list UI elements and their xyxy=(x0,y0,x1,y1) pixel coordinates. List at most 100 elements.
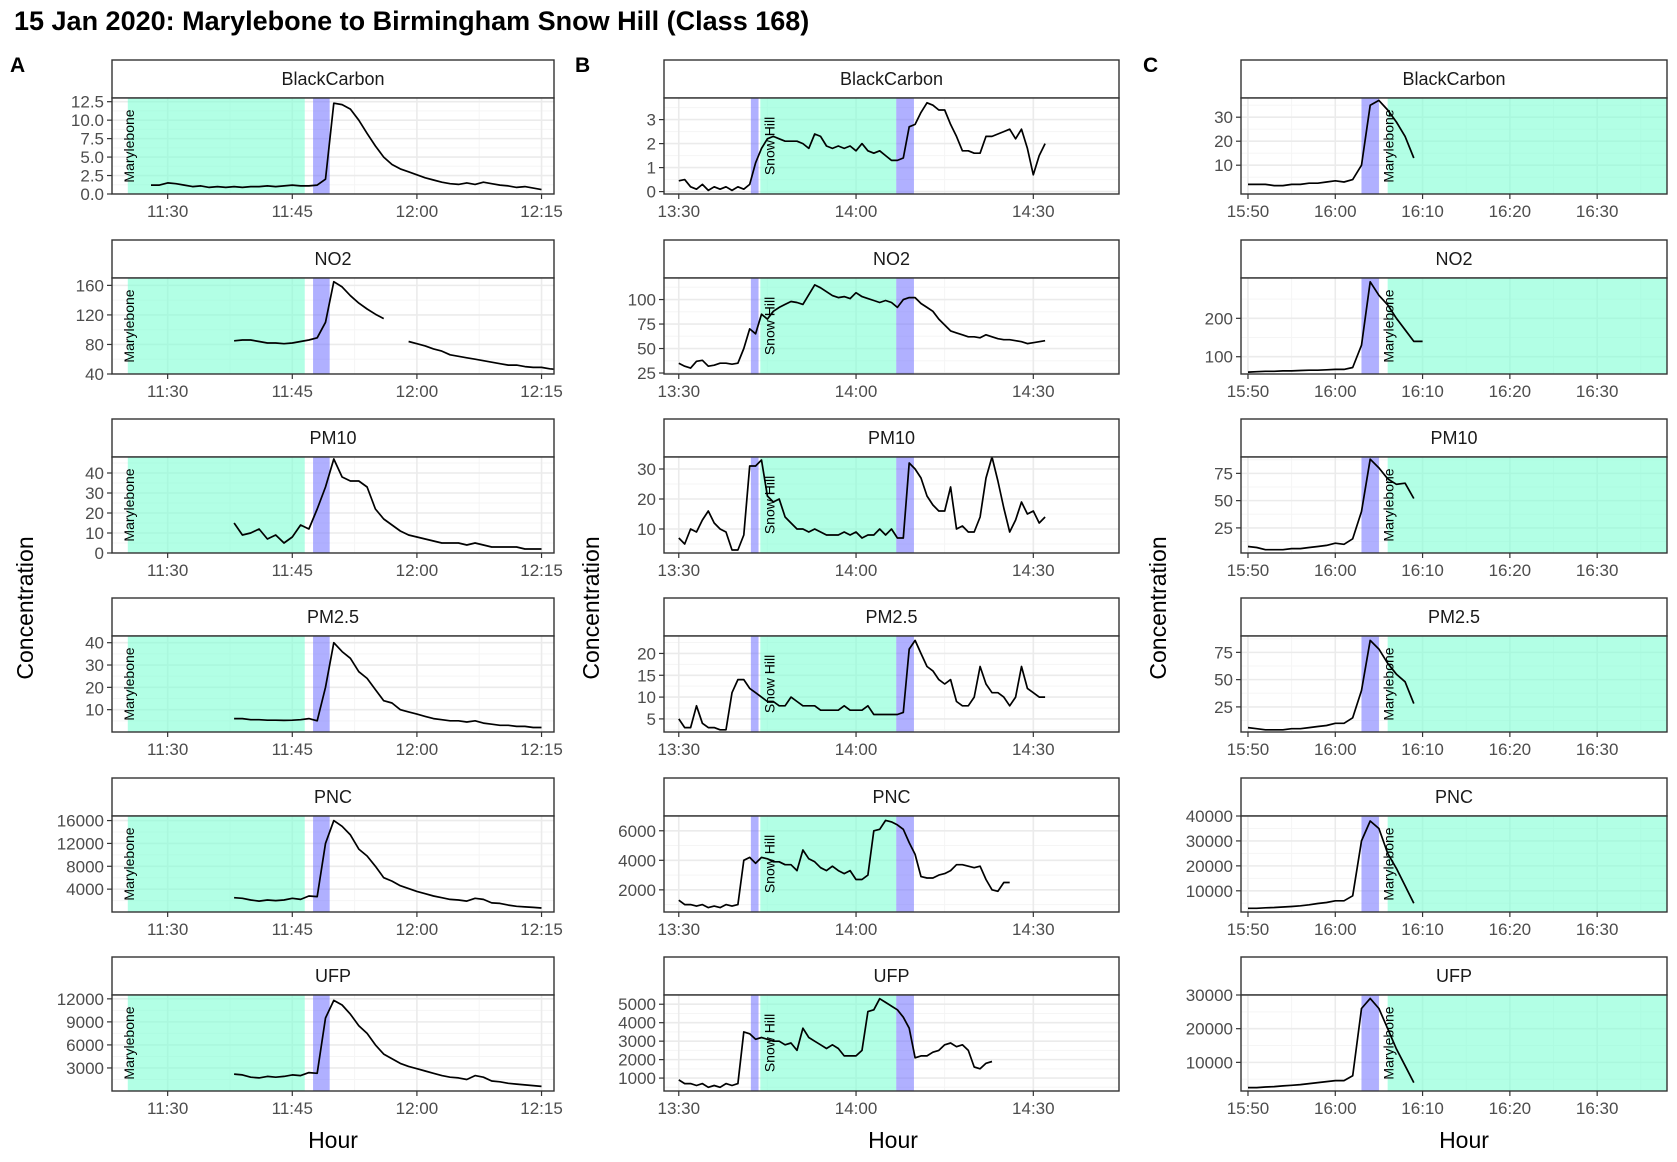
facet-strip xyxy=(663,777,1120,817)
panel-border xyxy=(663,97,1120,195)
station-label: Marylebone xyxy=(121,827,137,900)
x-tick-label: 16:30 xyxy=(1576,382,1619,401)
x-tick-label: 13:30 xyxy=(657,1099,700,1118)
facet-strip xyxy=(1240,597,1668,637)
facet-strip xyxy=(1240,777,1668,817)
panel-border xyxy=(111,97,555,195)
tunnel-band xyxy=(750,457,759,553)
facet-strip xyxy=(1240,59,1668,99)
y-tick-label: 100 xyxy=(628,291,656,310)
x-tick-label: 11:30 xyxy=(147,561,188,580)
station-band xyxy=(127,457,305,553)
x-tick-label: 12:15 xyxy=(520,920,563,939)
x-tick-label: 12:00 xyxy=(396,740,439,759)
y-tick-label: 1 xyxy=(647,159,656,178)
y-tick-label: 6000 xyxy=(66,1036,104,1055)
panel-content: Snow Hill xyxy=(664,278,1119,374)
x-tick-label: 11:45 xyxy=(272,740,313,759)
y-tick-label: 8000 xyxy=(66,857,104,876)
y-tick-label: 5.0 xyxy=(80,148,104,167)
facet-a-pm25: PM2.5 Marylebone 10 20 30 40 11:30 11:45 12:00 12… xyxy=(85,597,563,759)
y-tick-label: 10 xyxy=(637,520,656,539)
x-tick-label: 12:15 xyxy=(520,740,563,759)
x-tick-label: 12:15 xyxy=(520,1099,563,1118)
facet-a-no2: NO2 Marylebone 40 80 120 160 11:30 11:45 12:00 12… xyxy=(76,239,563,401)
data-line xyxy=(678,284,1046,369)
panel-label-c: C xyxy=(1143,54,1158,77)
panel-border xyxy=(663,277,1120,375)
data-line xyxy=(1247,280,1423,373)
y-tick-label: 12000 xyxy=(57,834,104,853)
data-line xyxy=(678,457,1046,551)
x-tick-label: 16:00 xyxy=(1314,202,1357,221)
facet-strip-label: UFP xyxy=(315,966,351,986)
station-band xyxy=(127,816,305,912)
panel-content: Snow Hill xyxy=(664,636,1119,732)
y-tick-label: 20 xyxy=(1214,132,1233,151)
y-tick-label: 20 xyxy=(85,678,104,697)
y-tick-label: 75 xyxy=(1214,643,1233,662)
y-tick-label: 2000 xyxy=(618,1051,656,1070)
panel-label-a: A xyxy=(10,54,25,77)
y-tick-label: 20000 xyxy=(1186,1020,1233,1039)
data-line xyxy=(1247,458,1415,551)
facet-c-blackcarbon: BlackCarbon Marylebone 10 20 30 15:50 16:00 16:… xyxy=(1214,59,1668,221)
tunnel-band xyxy=(750,636,759,732)
y-axis-title-a: Concentration xyxy=(12,536,38,679)
y-tick-label: 10 xyxy=(85,524,104,543)
panel-border xyxy=(111,456,555,554)
y-tick-label: 3 xyxy=(647,111,656,130)
x-tick-label: 16:10 xyxy=(1401,1099,1444,1118)
station-label: Snow Hill xyxy=(761,1014,777,1072)
station-band xyxy=(760,457,897,553)
panel-content: Snow Hill xyxy=(664,816,1119,912)
panel-content: Marylebone xyxy=(1241,457,1667,553)
x-tick-label: 14:00 xyxy=(835,202,878,221)
facet-strip-label: NO2 xyxy=(314,249,351,269)
panel-content: Marylebone xyxy=(112,816,554,912)
panel-border xyxy=(111,635,555,733)
station-label: Marylebone xyxy=(1381,468,1397,541)
y-tick-label: 30 xyxy=(85,656,104,675)
x-tick-label: 16:10 xyxy=(1401,740,1444,759)
x-tick-label: 16:00 xyxy=(1314,561,1357,580)
facet-c-no2: NO2 Marylebone 100 200 15:50 16:00 16:10 16:20 1… xyxy=(1205,239,1668,401)
x-tick-label: 13:30 xyxy=(657,202,700,221)
y-tick-label: 5000 xyxy=(618,995,656,1014)
facet-strip xyxy=(1240,239,1668,279)
panel-border xyxy=(1240,97,1668,195)
y-tick-label: 30 xyxy=(637,460,656,479)
y-tick-label: 4000 xyxy=(618,851,656,870)
panel-content: Snow Hill xyxy=(664,995,1119,1091)
facet-strip xyxy=(1240,418,1668,458)
y-tick-label: 1000 xyxy=(618,1069,656,1088)
x-tick-label: 16:30 xyxy=(1576,1099,1619,1118)
x-tick-label: 12:00 xyxy=(396,920,439,939)
facet-strip-label: PM10 xyxy=(868,428,915,448)
station-label: Marylebone xyxy=(121,468,137,541)
panel-border xyxy=(1240,277,1668,375)
x-tick-label: 12:15 xyxy=(520,202,563,221)
x-tick-label: 15:50 xyxy=(1227,202,1270,221)
facet-strip xyxy=(663,956,1120,996)
panel-content: Snow Hill xyxy=(664,98,1119,194)
y-tick-label: 4000 xyxy=(66,880,104,899)
x-axis-title-c: Hour xyxy=(1439,1127,1489,1153)
y-tick-label: 30 xyxy=(85,484,104,503)
y-tick-label: 20 xyxy=(637,644,656,663)
station-label: Snow Hill xyxy=(761,297,777,355)
x-tick-label: 12:00 xyxy=(396,202,439,221)
y-tick-label: 20000 xyxy=(1186,857,1233,876)
y-axis-title-c: Concentration xyxy=(1145,536,1171,679)
x-tick-label: 14:30 xyxy=(1012,740,1055,759)
tunnel-band xyxy=(1361,457,1379,553)
station-label: Marylebone xyxy=(1381,647,1397,720)
y-tick-label: 12000 xyxy=(57,990,104,1009)
x-tick-label: 16:30 xyxy=(1576,740,1619,759)
y-tick-label: 7.5 xyxy=(80,130,104,149)
tunnel-band xyxy=(750,278,759,374)
x-tick-label: 11:45 xyxy=(272,382,313,401)
